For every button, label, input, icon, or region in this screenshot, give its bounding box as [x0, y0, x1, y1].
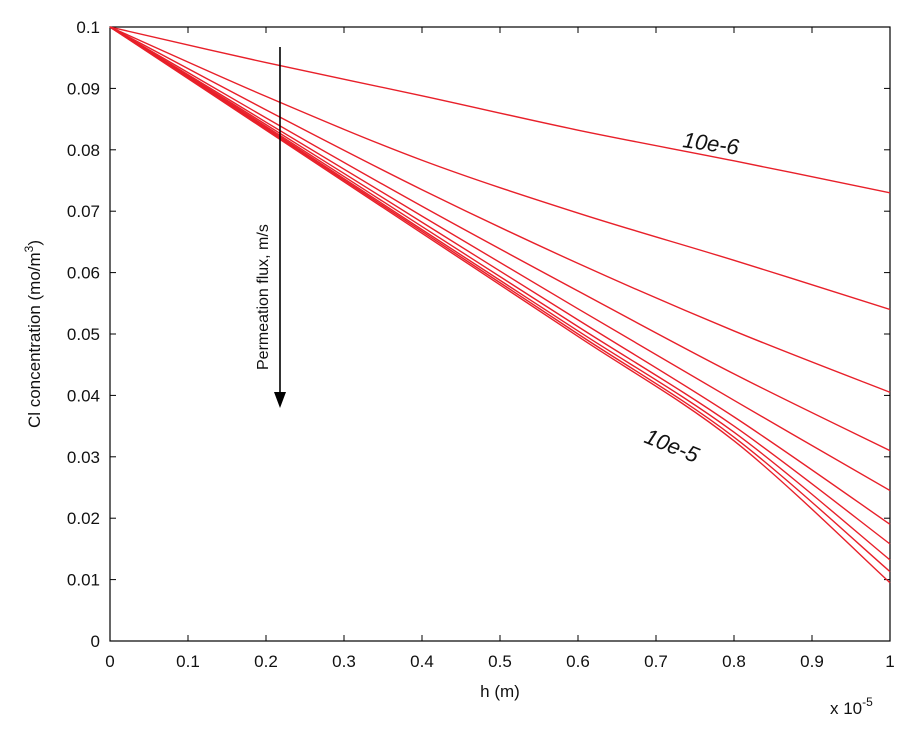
- y-tick-label: 0.02: [67, 509, 100, 528]
- y-tick-label: 0.01: [67, 571, 100, 590]
- y-axis-title-close: ): [25, 240, 44, 246]
- x-axis-title: h (m): [480, 682, 520, 701]
- series-line: [109, 26, 891, 525]
- x-tick-label: 0.4: [410, 652, 434, 671]
- x-multiplier-exp: -5: [862, 695, 873, 709]
- x-tick-label: 0.5: [488, 652, 512, 671]
- y-tick-label: 0.07: [67, 202, 100, 221]
- x-tick-label: 0: [105, 652, 114, 671]
- y-tick-label: 0.08: [67, 141, 100, 160]
- x-tick-label: 0.6: [566, 652, 590, 671]
- series-layer: [109, 26, 891, 584]
- series-line: [109, 26, 891, 393]
- y-tick-labels: 0 0.01 0.02 0.03 0.04 0.05 0.06 0.07 0.08 0.09 0.1: [67, 18, 100, 651]
- series-line: [109, 26, 891, 561]
- x-tick-label: 0.3: [332, 652, 356, 671]
- arrow-head: [274, 392, 286, 408]
- x-tick-label: 1: [885, 652, 894, 671]
- plot-area: [109, 26, 891, 642]
- x-tick-label: 0.9: [800, 652, 824, 671]
- y-axis-title: Cl concentration (mo/m3): [22, 240, 44, 428]
- y-tick-label: 0.1: [76, 18, 100, 37]
- series-line: [109, 26, 891, 452]
- y-axis-title-main: Cl concentration (mo/m: [25, 252, 44, 428]
- y-tick-label: 0.05: [67, 325, 100, 344]
- permeation-arrow: [274, 47, 286, 408]
- series-line: [109, 26, 891, 545]
- series-line: [109, 26, 891, 573]
- ticks-layer: [109, 26, 891, 642]
- y-tick-label: 0.03: [67, 448, 100, 467]
- series-line: [109, 26, 891, 194]
- series-line: [109, 26, 891, 492]
- x-tick-label: 0.1: [176, 652, 200, 671]
- x-tick-label: 0.2: [254, 652, 278, 671]
- x-tick-label: 0.8: [722, 652, 746, 671]
- y-tick-label: 0.09: [67, 79, 100, 98]
- x-axis-multiplier: x 10-5: [830, 695, 873, 718]
- series-line: [109, 26, 891, 311]
- arrow-label: Permeation flux, m/s: [255, 224, 272, 370]
- x-tick-labels: 0 0.1 0.2 0.3 0.4 0.5 0.6 0.7 0.8 0.9 1: [105, 652, 894, 671]
- x-tick-label: 0.7: [644, 652, 668, 671]
- series-line: [109, 26, 891, 584]
- y-tick-label: 0.06: [67, 264, 100, 283]
- plot-frame: [109, 26, 891, 642]
- y-tick-label: 0.04: [67, 386, 100, 405]
- y-tick-label: 0: [91, 632, 100, 651]
- x-multiplier-prefix: x 10: [830, 699, 862, 718]
- y-axis-title-superscript: 3: [22, 245, 36, 252]
